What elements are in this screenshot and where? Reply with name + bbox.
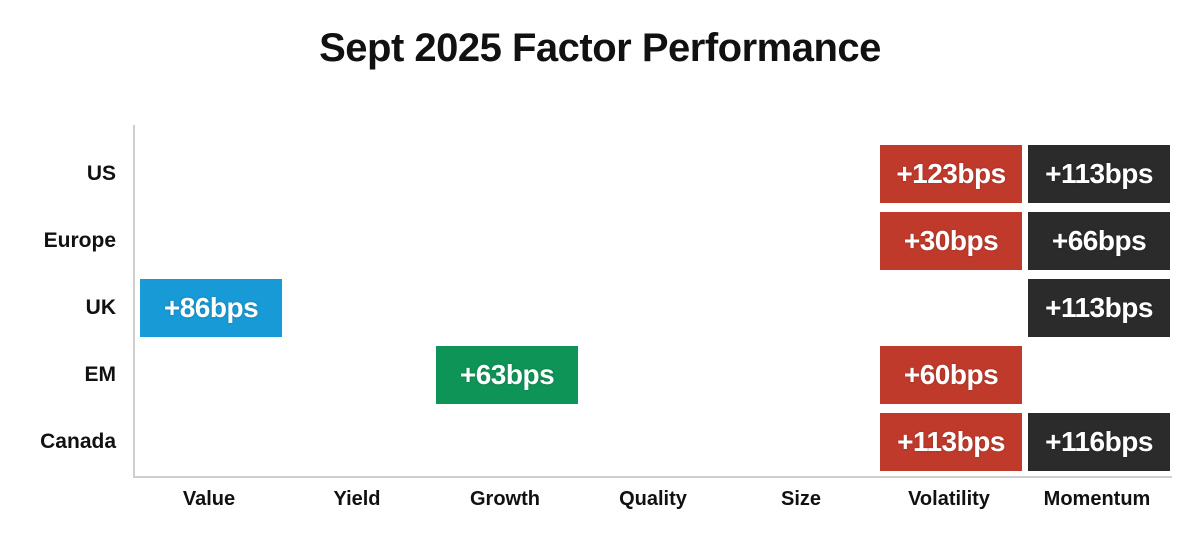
col-label-quality: Quality: [619, 488, 687, 510]
col-label-yield: Yield: [333, 488, 381, 510]
cell-us-momentum: +113bps: [1028, 145, 1170, 203]
row-label-uk: UK: [85, 296, 116, 319]
cell-grid: +123bps +113bps +30bps +66bps +86bps +113bps +…: [140, 145, 1170, 471]
cell-us-volatility: +123bps: [880, 145, 1022, 203]
cell-canada-momentum: +116bps: [1028, 413, 1170, 471]
cell-em-growth: +63bps: [436, 346, 578, 404]
col-label-volatility: Volatility: [908, 488, 990, 510]
col-label-value: Value: [182, 488, 236, 510]
col-label-size: Size: [780, 488, 822, 510]
cell-europe-volatility: +30bps: [880, 212, 1022, 270]
cell-em-volatility: +60bps: [880, 346, 1022, 404]
chart-title: Sept 2025 Factor Performance: [319, 26, 881, 70]
cell-uk-momentum: +113bps: [1028, 279, 1170, 337]
col-label-momentum: Momentum: [1043, 488, 1151, 510]
x-axis-labels: Value Yield Growth Quality Size Volatility Mom…: [138, 488, 1168, 511]
row-label-europe: Europe: [43, 229, 116, 252]
cell-europe-momentum: +66bps: [1028, 212, 1170, 270]
row-label-canada: Canada: [40, 430, 116, 453]
cell-canada-volatility: +113bps: [880, 413, 1022, 471]
col-label-growth: Growth: [470, 488, 540, 510]
y-axis-labels: US Europe UK EM Canada: [0, 145, 116, 471]
cell-uk-value: +86bps: [140, 279, 282, 337]
row-label-em: EM: [84, 363, 117, 386]
row-label-us: US: [86, 162, 116, 185]
plot-area: +123bps +113bps +30bps +66bps +86bps +113bps +…: [133, 125, 1172, 478]
